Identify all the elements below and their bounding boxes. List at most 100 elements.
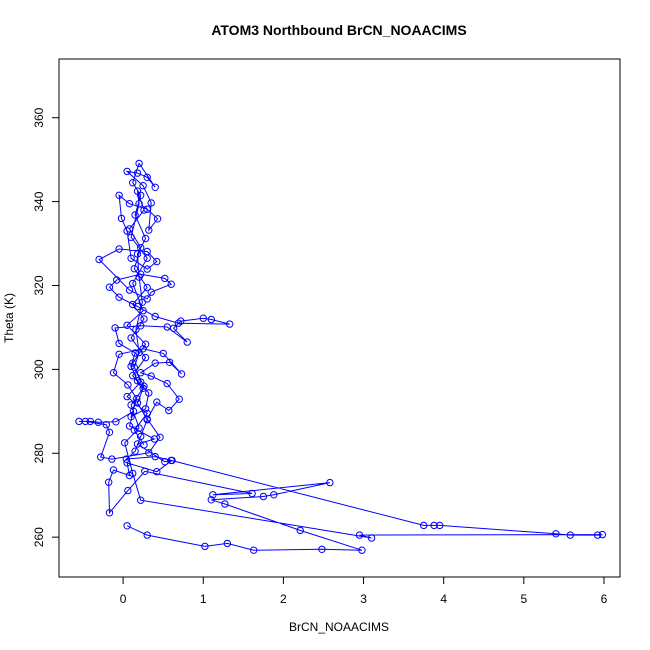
data-point	[131, 211, 139, 219]
data-point	[153, 257, 161, 266]
data-point	[137, 496, 145, 504]
data-point	[124, 486, 132, 495]
data-layer	[75, 159, 607, 554]
data-point	[125, 225, 134, 233]
data-point	[129, 359, 137, 367]
data-point	[143, 173, 151, 182]
data-point	[115, 191, 123, 200]
data-point	[108, 455, 116, 463]
data-point	[174, 319, 183, 327]
data-point	[129, 279, 137, 288]
data-point	[132, 325, 140, 334]
data-point	[123, 522, 131, 530]
data-point	[207, 496, 216, 504]
data-point	[97, 453, 105, 461]
y-tick-label: 320	[32, 275, 46, 295]
data-point	[115, 245, 123, 253]
data-point	[167, 280, 175, 288]
data-point	[125, 422, 134, 430]
x-tick-label: 6	[601, 592, 608, 606]
data-point	[153, 398, 161, 406]
data-point	[141, 467, 149, 475]
data-point	[143, 531, 151, 539]
data-point	[131, 447, 139, 455]
data-point	[141, 340, 150, 348]
data-point	[143, 295, 151, 303]
data-point	[250, 546, 258, 554]
data-point	[177, 370, 186, 378]
data-point	[133, 377, 142, 385]
data-point	[133, 399, 142, 407]
data-point	[137, 378, 145, 386]
data-point	[420, 521, 428, 530]
data-point	[127, 413, 135, 421]
data-point	[127, 334, 135, 342]
data-point	[593, 531, 602, 539]
data-point	[133, 395, 141, 403]
data-point	[135, 424, 143, 432]
data-point	[129, 300, 137, 309]
data-point	[115, 339, 123, 348]
data-point	[129, 372, 137, 380]
data-point	[123, 227, 131, 235]
data-point	[177, 317, 185, 325]
data-point	[143, 283, 151, 292]
data-point	[151, 359, 159, 367]
data-point	[135, 200, 143, 208]
data-point	[147, 288, 155, 296]
series-line	[79, 162, 603, 551]
data-point	[127, 401, 135, 409]
data-point	[94, 418, 103, 426]
data-point	[199, 314, 208, 322]
data-point	[259, 492, 268, 501]
y-tick-label: 360	[32, 107, 46, 127]
data-point	[81, 417, 90, 426]
data-point	[139, 307, 147, 315]
data-point	[139, 384, 147, 392]
x-tick-label: 2	[280, 592, 287, 606]
data-point	[147, 372, 155, 380]
data-point	[86, 417, 95, 426]
data-point	[209, 491, 217, 499]
data-point	[143, 265, 151, 273]
data-point	[165, 406, 173, 415]
data-point	[125, 200, 134, 208]
y-tick-label: 260	[32, 527, 46, 547]
data-point	[270, 491, 278, 499]
data-point	[143, 409, 151, 418]
data-point	[109, 369, 118, 377]
data-point	[140, 206, 148, 214]
data-point	[129, 469, 137, 478]
data-point	[141, 353, 150, 362]
data-point	[183, 338, 191, 346]
data-point	[123, 459, 131, 467]
data-point	[598, 530, 607, 539]
data-point	[223, 539, 232, 548]
data-point	[175, 395, 183, 403]
y-axis-label: Theta (K)	[2, 293, 16, 343]
data-point	[355, 531, 364, 539]
data-point	[137, 369, 145, 377]
data-point	[151, 183, 159, 192]
data-point	[141, 405, 150, 413]
data-point	[163, 379, 171, 388]
y-tick-label: 340	[32, 191, 46, 211]
data-point	[105, 428, 114, 436]
x-axis-label: BrCN_NOAACIMS	[289, 620, 389, 634]
data-point	[127, 254, 135, 262]
data-point	[138, 298, 147, 306]
data-point	[131, 349, 139, 357]
data-point	[137, 432, 145, 441]
data-point	[115, 350, 123, 358]
x-tick-label: 4	[440, 592, 447, 606]
data-point	[133, 169, 142, 177]
data-point	[221, 500, 229, 508]
data-point	[130, 426, 139, 434]
data-point	[326, 478, 334, 487]
data-point	[159, 349, 167, 358]
data-point	[122, 455, 131, 463]
data-point	[133, 250, 142, 258]
data-point	[123, 167, 131, 176]
data-point	[318, 545, 326, 553]
data-point	[123, 392, 131, 401]
